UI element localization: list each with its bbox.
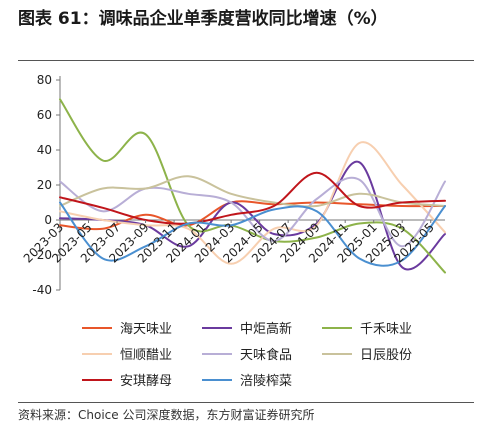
legend-item: 恒顺醋业: [82, 344, 172, 363]
y-tick-label: 0: [44, 213, 52, 227]
legend-item: 中炬高新: [202, 318, 292, 337]
y-tick-label: -40: [32, 283, 52, 297]
legend-label: 中炬高新: [240, 322, 293, 337]
legend-swatch: [82, 378, 112, 381]
legend-swatch: [82, 352, 112, 355]
legend-swatch: [202, 352, 232, 355]
legend-item: 涪陵榨菜: [202, 370, 292, 389]
y-tick-label: 40: [37, 143, 52, 157]
legend-label: 涪陵榨菜: [240, 374, 293, 389]
series-line-6: [59, 175, 446, 208]
series-line-3: [59, 98, 446, 274]
legend-item: 天味食品: [202, 344, 292, 363]
legend-swatch: [202, 326, 232, 329]
y-tick-label: -20: [32, 248, 52, 262]
chart-title: 图表 61：调味品企业单季度营收同比增速（%）: [18, 9, 388, 29]
legend-swatch: [322, 326, 352, 329]
legend-item: 海天味业: [82, 318, 172, 337]
legend-label: 天味食品: [240, 348, 293, 363]
series-line-7: [59, 171, 446, 225]
legend-swatch: [202, 378, 232, 381]
legend-label: 恒顺醋业: [120, 348, 173, 363]
legend-label: 千禾味业: [360, 322, 413, 337]
series-line-4: [59, 141, 446, 265]
legend-item: 千禾味业: [322, 318, 412, 337]
legend-label: 日辰股份: [360, 348, 413, 363]
line-chart: -40-200204060802023-032023-052023-072023…: [21, 73, 446, 297]
legend-label: 安琪酵母: [120, 374, 173, 389]
series-line-8: [59, 201, 446, 267]
title-divider: [18, 60, 474, 61]
y-tick-label: 60: [37, 108, 52, 122]
legend-swatch: [82, 326, 112, 329]
y-tick-label: 80: [37, 73, 52, 87]
legend-label: 海天味业: [120, 322, 173, 337]
legend-item: 安琪酵母: [82, 370, 172, 389]
footer-divider: [18, 402, 474, 403]
legend-item: 日辰股份: [322, 344, 412, 363]
y-tick-label: 20: [37, 178, 52, 192]
series-line-5: [59, 176, 446, 248]
legend-swatch: [322, 352, 352, 355]
source-note: 资料来源：Choice 公司深度数据，东方财富证券研究所: [18, 408, 315, 422]
